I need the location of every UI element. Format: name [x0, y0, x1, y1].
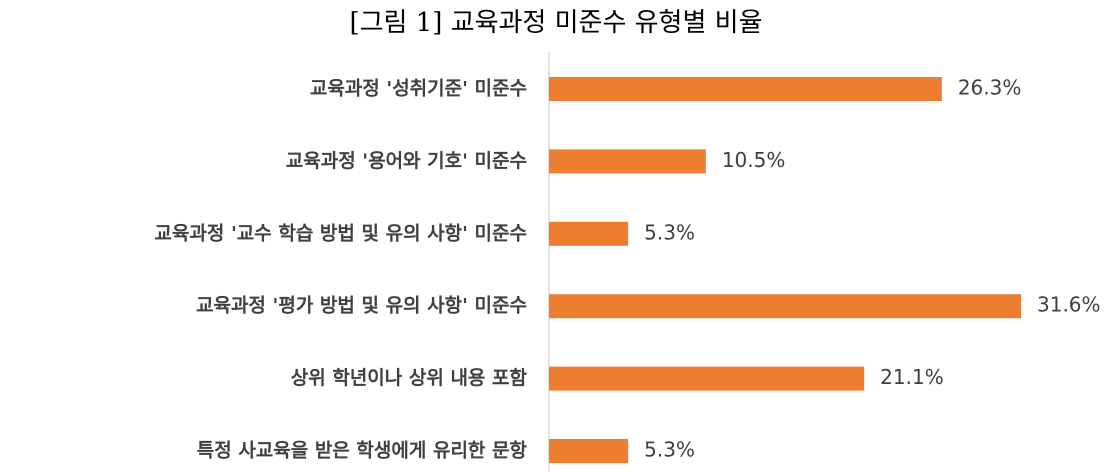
value-label: 10.5%: [722, 148, 786, 172]
bar: [549, 221, 629, 246]
value-label: 26.3%: [958, 76, 1022, 100]
category-label: 교육과정 '평가 방법 및 유의 사항' 미준수: [196, 295, 527, 317]
bar: [549, 77, 942, 101]
category-label: 교육과정 '용어와 기호' 미준수: [286, 150, 527, 172]
bar: [549, 439, 629, 463]
value-label: 31.6%: [1037, 293, 1101, 317]
chart-title: [그림 1] 교육과정 미준수 유형별 비율: [349, 8, 762, 38]
category-label: 교육과정 '성취기준' 미준수: [310, 78, 527, 100]
bar: [549, 149, 706, 174]
category-label: 상위 학년이나 상위 내용 포함: [291, 367, 528, 389]
value-label: 5.3%: [644, 438, 695, 462]
bar: [549, 366, 865, 391]
bar: [549, 294, 1021, 319]
value-label: 21.1%: [880, 365, 944, 389]
category-label: 특정 사교육을 받은 학생에게 유리한 문항: [197, 440, 528, 462]
category-label: 교육과정 '교수 학습 방법 및 유의 사항' 미준수: [154, 222, 527, 244]
value-label: 5.3%: [644, 220, 695, 244]
